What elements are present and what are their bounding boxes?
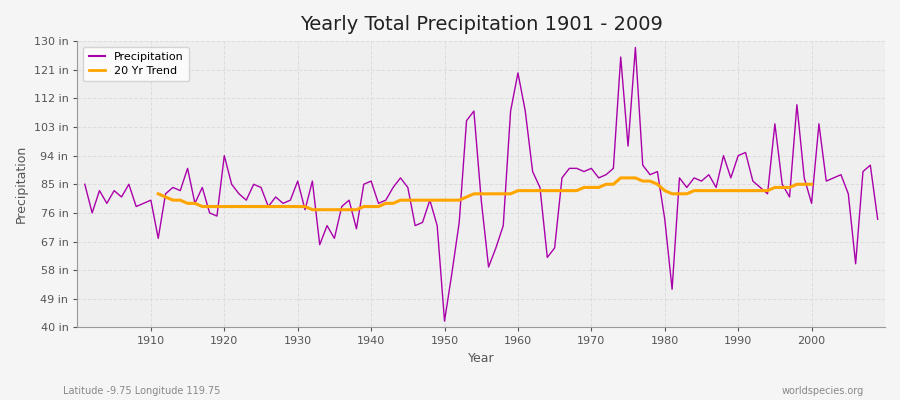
Text: Latitude -9.75 Longitude 119.75: Latitude -9.75 Longitude 119.75 (63, 386, 220, 396)
20 Yr Trend (806, 182, 817, 187)
20 Yr Trend (725, 188, 736, 193)
20 Yr Trend (711, 188, 722, 193)
Precipitation (520, 109, 531, 114)
Precipitation (630, 45, 641, 50)
Line: 20 Yr Trend: 20 Yr Trend (158, 178, 812, 210)
Precipitation (344, 198, 355, 202)
20 Yr Trend (358, 204, 369, 209)
Line: Precipitation: Precipitation (85, 48, 878, 321)
Precipitation (512, 70, 523, 75)
X-axis label: Year: Year (468, 352, 494, 365)
20 Yr Trend (616, 176, 626, 180)
Precipitation (608, 166, 619, 171)
20 Yr Trend (307, 207, 318, 212)
Legend: Precipitation, 20 Yr Trend: Precipitation, 20 Yr Trend (83, 47, 189, 81)
20 Yr Trend (241, 204, 252, 209)
20 Yr Trend (153, 192, 164, 196)
Text: worldspecies.org: worldspecies.org (782, 386, 864, 396)
20 Yr Trend (791, 182, 802, 187)
Precipitation (79, 182, 90, 187)
Precipitation (300, 207, 310, 212)
Precipitation (439, 319, 450, 324)
Y-axis label: Precipitation: Precipitation (15, 145, 28, 223)
20 Yr Trend (623, 176, 634, 180)
Title: Yearly Total Precipitation 1901 - 2009: Yearly Total Precipitation 1901 - 2009 (300, 15, 662, 34)
Precipitation (872, 217, 883, 222)
Precipitation (138, 201, 148, 206)
